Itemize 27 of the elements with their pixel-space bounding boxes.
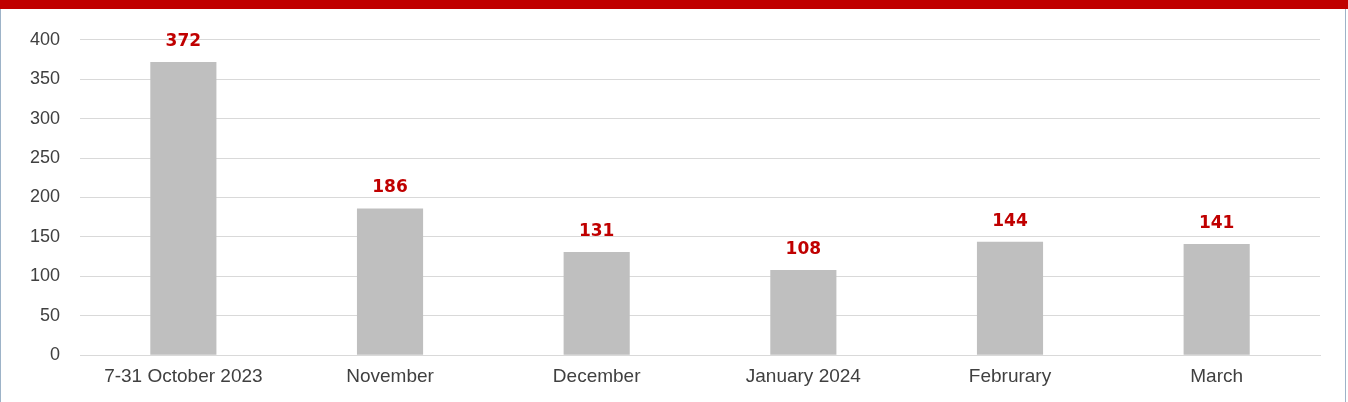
bar <box>976 241 1044 355</box>
y-tick-label: 300 <box>29 107 61 128</box>
y-tick-label: 100 <box>29 265 61 286</box>
data-label: 372 <box>165 29 202 50</box>
y-tick-label: 150 <box>29 225 61 246</box>
data-label: 131 <box>578 219 615 240</box>
bar <box>770 270 837 355</box>
x-tick-label: January 2024 <box>745 364 862 386</box>
x-tick-label: 7-31 October 2023 <box>104 364 263 386</box>
x-tick-label: December <box>552 364 642 386</box>
x-tick-label: March <box>1190 364 1244 386</box>
data-label: 108 <box>785 237 822 258</box>
data-label: 186 <box>372 176 408 197</box>
y-tick-label: 350 <box>29 68 61 89</box>
bar <box>563 251 630 355</box>
y-tick-label: 200 <box>29 186 61 207</box>
y-tick-label: 50 <box>40 304 61 325</box>
y-tick-label: 250 <box>29 147 61 168</box>
data-label: 141 <box>1198 211 1235 232</box>
bar <box>150 61 217 355</box>
bar <box>356 208 424 355</box>
y-tick-label: 0 <box>50 344 61 365</box>
x-tick-label: November <box>346 364 435 386</box>
bar <box>1183 244 1250 355</box>
x-tick-label: Februrary <box>968 364 1052 386</box>
y-tick-label: 400 <box>29 28 61 49</box>
data-label: 144 <box>992 209 1028 230</box>
